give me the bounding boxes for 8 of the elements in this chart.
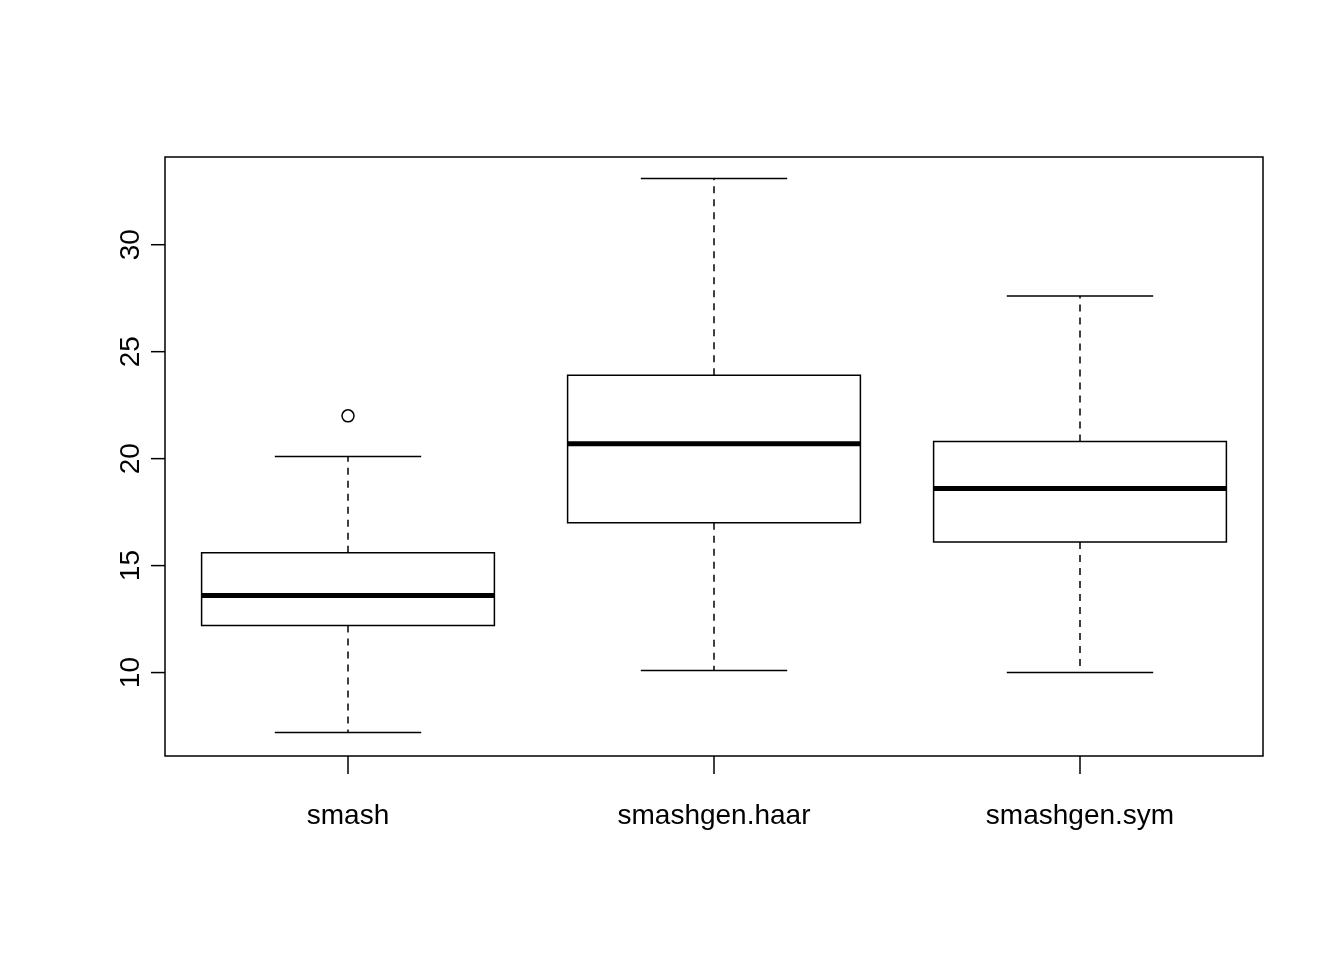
x-tick-label: smashgen.sym bbox=[985, 798, 1175, 830]
y-tick-label: 10 bbox=[113, 656, 145, 689]
y-tick-label: 30 bbox=[113, 229, 145, 261]
y-tick-label: 25 bbox=[113, 336, 145, 368]
x-tick-label: smashgen.haar bbox=[617, 798, 811, 830]
x-tick-label: smash bbox=[306, 798, 390, 830]
y-tick-label: 15 bbox=[113, 550, 145, 582]
y-tick-label: 20 bbox=[113, 443, 145, 475]
